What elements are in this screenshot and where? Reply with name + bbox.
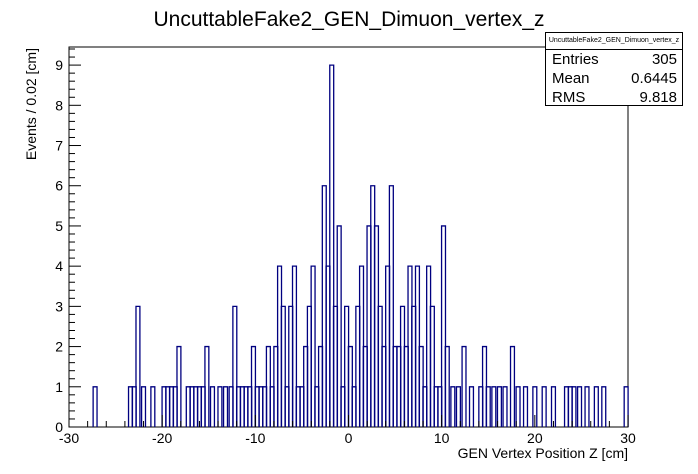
histogram-bin-17: [209, 386, 216, 427]
histogram-bin-49: [336, 225, 342, 427]
stats-entries-label: Entries: [552, 51, 599, 68]
y-axis-label: Events / 0.02 [cm]: [23, 48, 39, 160]
y-tick-label: 9: [55, 57, 63, 73]
x-tick-label: 20: [527, 430, 543, 446]
histogram-bin-74: [429, 305, 435, 427]
histogram-bin-92: [532, 386, 538, 427]
histogram-bin-82: [468, 386, 475, 427]
y-tick-label: 8: [55, 97, 63, 113]
x-tick-label: -10: [245, 430, 265, 446]
histogram-bin-19: [222, 386, 229, 427]
histogram-bin-91: [522, 386, 529, 427]
stats-box-title: UncuttableFake2_GEN_Dimuon_vertex_z: [546, 33, 682, 50]
stats-mean-label: Mean: [552, 70, 590, 87]
histogram-bin-89: [509, 345, 516, 427]
histogram-bin-102: [623, 386, 629, 427]
y-tick-label: 7: [55, 138, 63, 154]
y-tick-label: 1: [55, 379, 63, 395]
histogram-bin-63: [388, 185, 394, 427]
histogram-bin-87: [496, 386, 503, 427]
histogram-bin-80: [455, 386, 462, 427]
x-tick-label: -20: [152, 430, 172, 446]
histogram-bin-79: [450, 386, 456, 427]
stats-row-rms: RMS 9.818: [546, 88, 682, 107]
histogram-bin-100: [593, 386, 599, 427]
histogram-bin-78: [444, 345, 450, 427]
histogram-bin-16: [204, 345, 210, 427]
histogram-bin-94: [550, 386, 557, 427]
histogram-bin-85: [485, 386, 491, 427]
chart-title: UncuttableFake2_GEN_Dimuon_vertex_z: [153, 8, 544, 31]
stats-row-mean: Mean 0.6445: [546, 69, 682, 88]
y-tick-label: 0: [55, 419, 63, 435]
histogram-bin-5: [150, 386, 156, 427]
histogram-bin-10: [176, 345, 182, 427]
histogram-bin-47: [329, 64, 335, 427]
y-tick-label: 3: [55, 298, 63, 314]
histogram-bin-42: [310, 265, 316, 427]
histogram-bin-93: [541, 386, 547, 427]
stats-rms-value: 9.818: [639, 89, 677, 106]
histogram-bin-86: [491, 386, 497, 427]
y-tick-label: 6: [55, 178, 63, 194]
x-tick-label: -30: [59, 430, 79, 446]
histogram-bin-21: [232, 305, 238, 427]
histogram-bin-34: [280, 305, 286, 427]
y-tick-label: 5: [55, 218, 63, 234]
stats-rms-label: RMS: [552, 89, 586, 106]
y-tick-label: 4: [55, 258, 63, 274]
x-axis-label: GEN Vertex Position Z [cm]: [458, 445, 628, 461]
y-tick-label: 2: [55, 339, 63, 355]
stats-mean-value: 0.6445: [631, 70, 677, 87]
x-tick-label: 30: [620, 430, 636, 446]
histogram-bins: [92, 64, 629, 427]
axes: -30 -20 -10 0 10 20 30 0 1 2 3 4 5 6 7 8 9: [55, 48, 636, 446]
histogram-bin-88: [502, 386, 508, 427]
histogram-bin-0: [92, 386, 98, 427]
histogram-bin-37: [291, 265, 298, 427]
histogram-bin-99: [584, 386, 590, 427]
x-tick-label: 10: [434, 430, 450, 446]
stats-row-entries: Entries 305: [546, 50, 682, 69]
x-tick-label: 0: [345, 430, 353, 446]
histogram-bin-90: [515, 386, 521, 427]
histogram-bin-77: [440, 225, 447, 427]
histogram-bin-18: [217, 386, 223, 427]
histogram-bin-3: [135, 305, 141, 427]
histogram-bin-101: [601, 386, 607, 427]
histogram-bin-81: [461, 345, 467, 427]
histogram-bin-97: [571, 386, 577, 427]
stats-entries-value: 305: [651, 51, 677, 68]
histogram-bin-4: [140, 386, 147, 427]
histogram-bin-98: [576, 386, 583, 427]
stats-box: UncuttableFake2_GEN_Dimuon_vertex_z Entr…: [545, 32, 683, 106]
